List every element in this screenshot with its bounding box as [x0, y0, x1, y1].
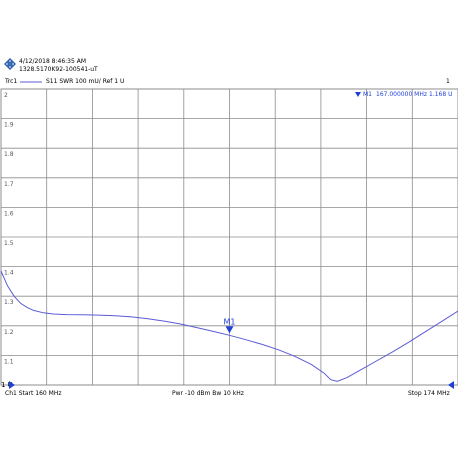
trace-name[interactable]: Trc1 — [5, 78, 18, 85]
y-tick-label: 1.3 — [4, 299, 14, 306]
marker-readout-value: 1.168 U — [429, 91, 453, 98]
power-bandwidth[interactable]: Pwr -10 dBm Bw 10 kHz — [172, 390, 244, 397]
instrument-id-text: 1328.5170K92-100541-uT — [19, 66, 98, 73]
y-tick-label: 1.4 — [4, 270, 14, 277]
grid-lines — [1, 89, 458, 385]
reference-level-arrow[interactable] — [9, 381, 15, 389]
marker-readout-name[interactable]: M1 — [363, 91, 372, 98]
trace-s11-swr — [0, 270, 458, 382]
y-tick-label: 1.1 — [4, 358, 14, 365]
marker-m1-triangle[interactable] — [225, 326, 234, 334]
start-frequency[interactable]: Ch1 Start 160 MHz — [5, 390, 62, 397]
y-tick-label: 1.5 — [4, 240, 14, 247]
stop-frequency[interactable]: Stop 174 MHz — [408, 390, 450, 397]
y-tick-label-ref: 1 U — [1, 381, 13, 389]
y-tick-label: 1.2 — [4, 329, 14, 336]
channel-number: 1 — [446, 78, 450, 85]
trace-legend-line — [20, 81, 42, 83]
marker-m1-label[interactable]: M1 — [224, 317, 236, 326]
markers: M1 — [224, 317, 236, 334]
y-tick-label: 2 — [4, 92, 8, 99]
trace-definition[interactable]: S11 SWR 100 mU/ Ref 1 U — [46, 78, 125, 85]
marker-readout-frequency: 167.000000 MHz — [376, 91, 428, 98]
datetime-text: 4/12/2018 8:46:35 AM — [19, 58, 86, 65]
marker-readout-triangle — [355, 92, 361, 97]
y-tick-label: 1.6 — [4, 210, 14, 217]
rohde-schwarz-logo — [4, 58, 16, 70]
y-tick-label: 1.8 — [4, 151, 14, 158]
stop-arrow — [448, 381, 454, 389]
y-tick-label: 1.9 — [4, 122, 14, 129]
y-tick-label: 1.7 — [4, 181, 14, 188]
y-tick-labels: 2 1.9 1.8 1.7 1.6 1.5 1.4 1.3 1.2 1.1 1 U — [1, 92, 14, 389]
